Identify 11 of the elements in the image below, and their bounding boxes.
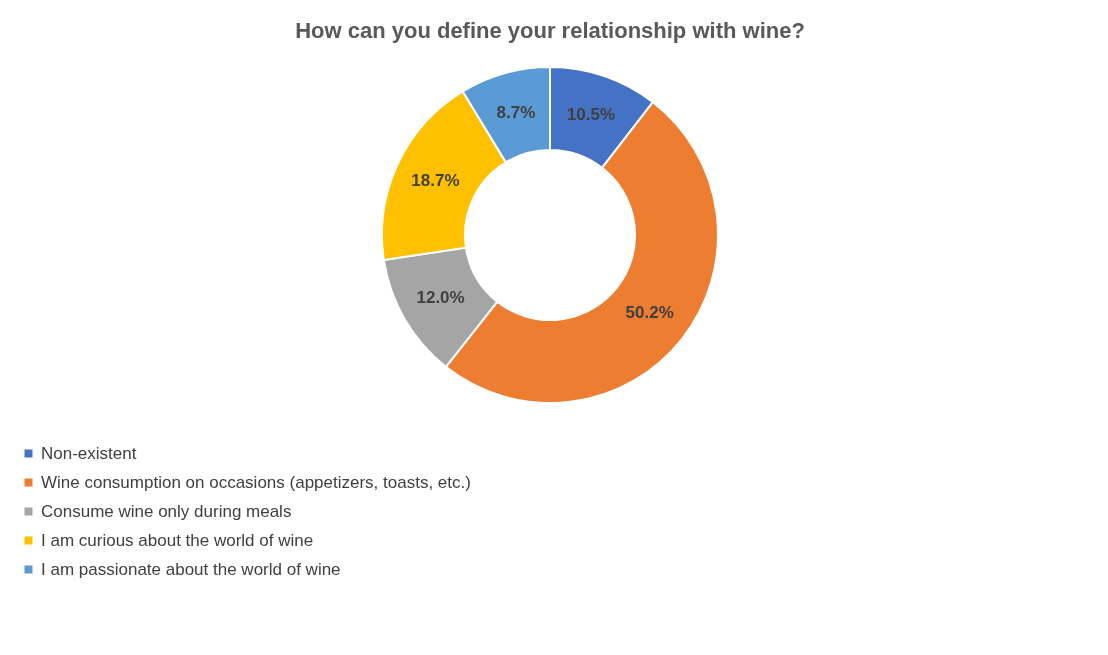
- legend-label: I am curious about the world of wine: [41, 530, 314, 550]
- legend-label: Consume wine only during meals: [41, 501, 292, 521]
- data-label: 18.7%: [411, 171, 460, 191]
- chart-title: How can you define your relationship with wine?: [295, 18, 805, 43]
- legend-label: Wine consumption on occasions (appetizers, toasts, etc.): [41, 472, 471, 492]
- legend-label: I am passionate about the world of wine: [41, 559, 341, 579]
- data-label: 50.2%: [625, 302, 674, 322]
- data-label: 10.5%: [566, 105, 616, 125]
- data-label: 8.7%: [496, 103, 536, 123]
- data-label: 12.0%: [416, 288, 465, 308]
- legend-label: Non-existent: [41, 443, 137, 463]
